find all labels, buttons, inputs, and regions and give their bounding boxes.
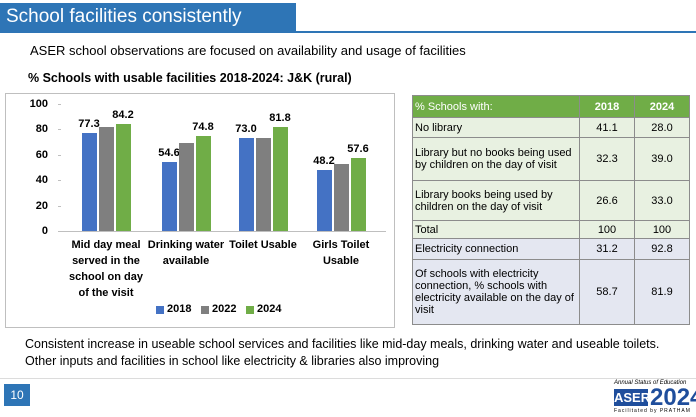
header-cell: 2018 — [579, 95, 635, 118]
chart: 0 20 40 60 80 100 Mid day meal served in the s… — [5, 93, 395, 328]
y-tick — [58, 231, 61, 232]
slide-title: School facilities consistently improving — [0, 3, 296, 55]
y-tick-label: 0 — [41, 225, 48, 237]
logo-name: ASER — [614, 389, 651, 406]
table-cell: 32.3 — [579, 137, 635, 181]
data-label: 73.0 — [235, 123, 257, 136]
x-tick-label: Girls Toilet Usable — [312, 239, 370, 267]
table-cell: Of schools with electricity connection, … — [412, 259, 580, 325]
logo-year: 2024 — [650, 384, 696, 411]
data-label: 74.8 — [192, 121, 214, 133]
y-tick-label: 80 — [35, 123, 48, 136]
bar — [333, 163, 349, 231]
bar — [316, 169, 332, 231]
y-tick — [58, 205, 61, 207]
table-cell: 33.0 — [634, 180, 690, 221]
data-label: 48.2 — [313, 154, 335, 167]
y-tick — [58, 180, 61, 182]
table-row: Total 100 100 — [412, 220, 690, 239]
x-axis — [61, 231, 386, 232]
logo: Annual Status of Education ASER 2024 Fac… — [610, 380, 696, 417]
table-cell: 26.6 — [579, 180, 635, 221]
legend-swatch — [156, 306, 164, 314]
legend-swatch — [246, 306, 254, 314]
table-cell: Library books being used by children on … — [412, 180, 580, 221]
header-cell: % Schools with: — [412, 95, 580, 118]
y-tick — [58, 104, 61, 105]
bar — [238, 138, 254, 231]
table-row: Electricity connection 31.2 92.8 — [412, 238, 690, 260]
table-row: Of schools with electricity connection, … — [412, 259, 690, 325]
x-tick-label: Drinking water available — [147, 239, 225, 267]
table-cell: 58.7 — [579, 259, 635, 325]
table-row: Library books being used by children on … — [412, 180, 690, 221]
data-label: 77.3 — [78, 117, 100, 130]
footer-text: Consistent increase in useable school se… — [25, 337, 660, 351]
bar — [115, 124, 131, 231]
x-tick-label: Mid day meal served in the school on day… — [69, 239, 143, 299]
table-header: % Schools with: 2018 2024 — [412, 95, 690, 118]
y-tick — [58, 129, 61, 131]
bar — [81, 132, 97, 231]
table-cell: 92.8 — [634, 238, 690, 260]
table-row: No library 41.1 28.0 — [412, 117, 690, 138]
y-tick-label: 100 — [29, 98, 48, 110]
page-number: 10 — [4, 384, 30, 406]
title-rule — [0, 31, 696, 33]
data-label: 81.8 — [269, 112, 291, 125]
y-tick-label: 20 — [35, 199, 48, 212]
table-cell: 28.0 — [634, 117, 690, 138]
bar — [255, 138, 271, 231]
y-tick — [58, 154, 61, 156]
logo-tagline: Annual Status of Education — [614, 380, 687, 386]
x-tick-label: Toilet Usable — [229, 239, 297, 251]
legend-label: 2024 — [257, 303, 282, 315]
y-tick-label: 40 — [35, 174, 48, 187]
table-cell: 100 — [634, 220, 690, 239]
bar — [98, 126, 114, 231]
bar — [195, 136, 211, 231]
bar — [178, 143, 194, 231]
bar — [161, 161, 177, 231]
footer-text: Other inputs and facilities in school li… — [25, 354, 440, 368]
data-label: 84.2 — [112, 109, 134, 122]
table-row: Library but no books being used by child… — [412, 137, 690, 181]
table-cell: 81.9 — [634, 259, 690, 325]
bar — [272, 127, 288, 231]
table-cell: Library but no books being used by child… — [412, 137, 580, 181]
table-cell: 39.0 — [634, 137, 690, 181]
table-cell: No library — [412, 117, 580, 138]
table-cell: 41.1 — [579, 117, 635, 138]
data-label: 57.6 — [347, 142, 369, 155]
table-cell: 31.2 — [579, 238, 635, 260]
footer-bar — [0, 378, 696, 417]
bar — [350, 157, 366, 231]
facilities-table: % Schools with: 2018 2024 No library 41.1 28.… — [412, 95, 690, 325]
legend-swatch — [201, 306, 209, 314]
logo-credit: Facilitated by PRATHAM — [614, 408, 691, 414]
chart-title: % Schools with usable facilities 2018-20… — [28, 71, 352, 85]
legend-label: 2022 — [212, 303, 237, 315]
header-cell: 2024 — [634, 95, 690, 118]
table-cell: Electricity connection — [412, 238, 580, 260]
table-cell: 100 — [579, 220, 635, 239]
legend-label: 2018 — [167, 303, 192, 315]
table-cell: Total — [412, 220, 580, 239]
subtitle: ASER school observations are focused on … — [30, 43, 466, 58]
y-tick-label: 60 — [35, 148, 48, 161]
data-label: 54.6 — [158, 146, 180, 159]
